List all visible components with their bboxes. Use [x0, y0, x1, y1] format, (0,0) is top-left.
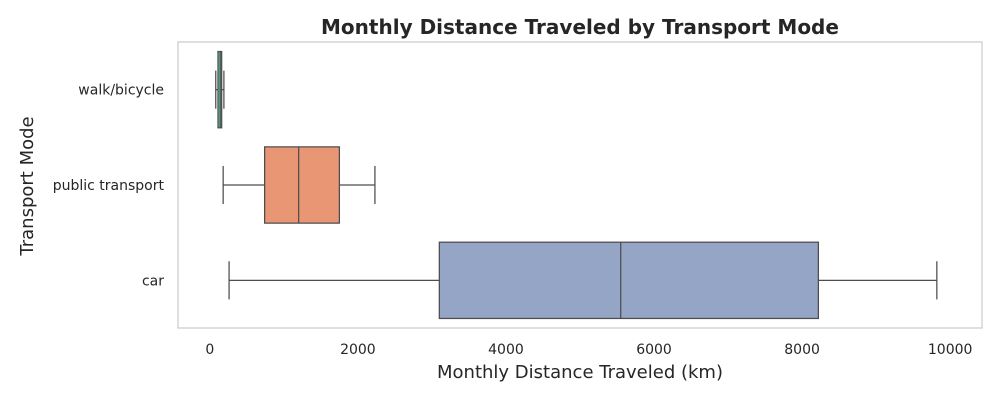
chart-title: Monthly Distance Traveled by Transport M…: [321, 15, 839, 39]
x-tick-label: 2000: [340, 342, 376, 358]
box-group: [222, 146, 376, 224]
x-tick-label: 10000: [928, 342, 973, 358]
x-tick-label: 4000: [488, 342, 524, 358]
box-iqr: [263, 146, 341, 224]
x-tick-labels: 0 2000 4000 6000 8000 10000: [205, 342, 972, 358]
x-tick-label: 8000: [784, 342, 820, 358]
y-tick-labels: walk/bicycle public transport car: [53, 83, 165, 290]
y-axis-title: Transport Mode: [17, 116, 38, 256]
box-iqr: [438, 241, 820, 320]
plot-frame: [177, 41, 983, 329]
y-tick-label: car: [142, 273, 164, 289]
x-axis-title: Monthly Distance Traveled (km): [437, 362, 723, 383]
x-tick-label: 0: [205, 342, 214, 358]
y-tick-label: walk/bicycle: [78, 83, 164, 99]
boxes-layer: [215, 50, 938, 320]
x-tick-label: 6000: [636, 342, 672, 358]
box-group: [215, 50, 225, 129]
box-group: [228, 241, 938, 320]
y-tick-label: public transport: [53, 178, 165, 194]
